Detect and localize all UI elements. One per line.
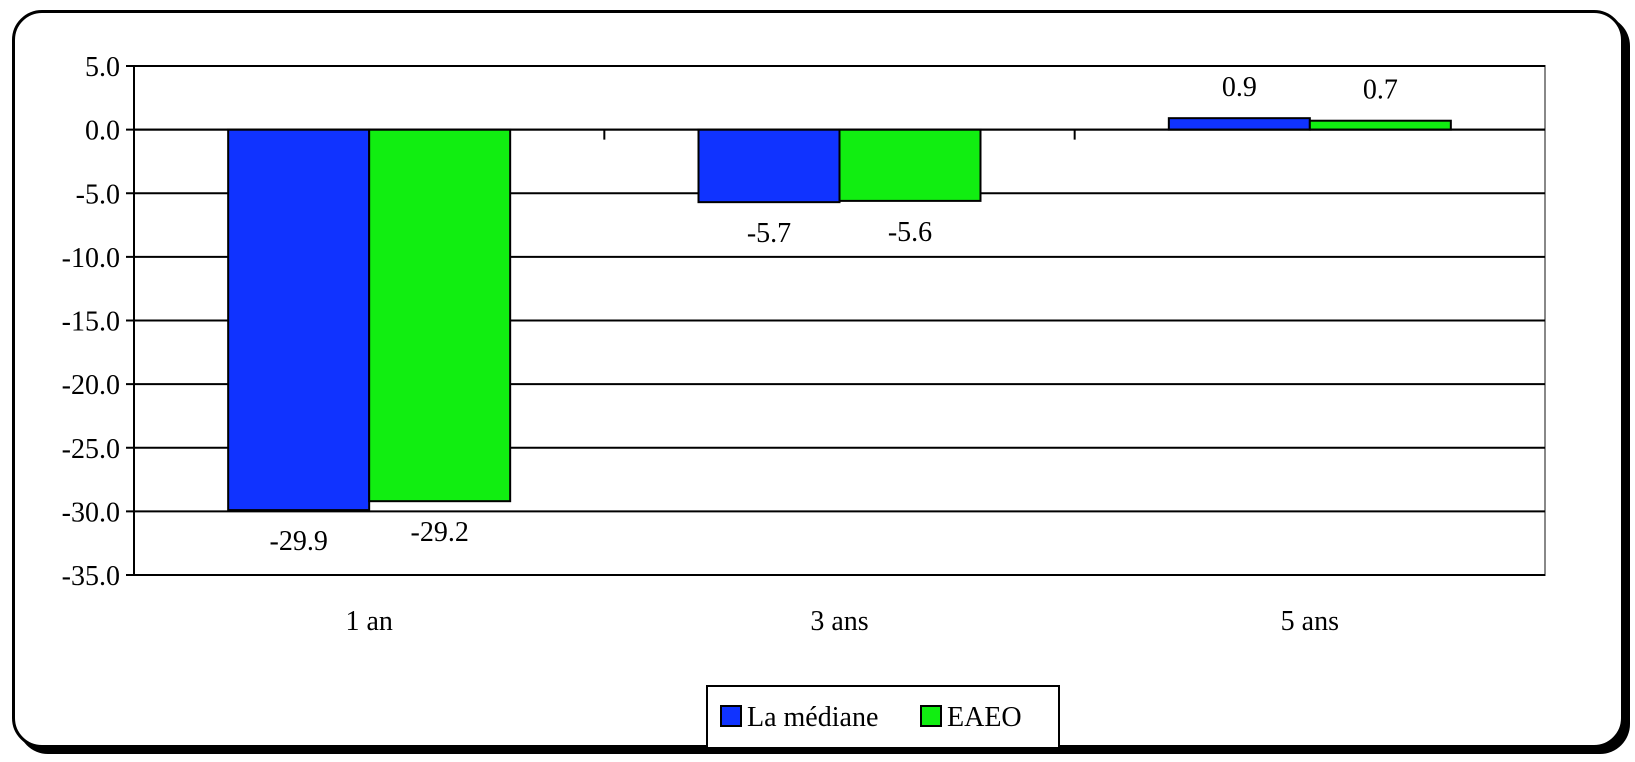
legend-box — [706, 685, 1060, 749]
data-label: -5.6 — [888, 217, 932, 248]
y-tick-label: -15.0 — [62, 307, 120, 338]
data-label: -29.2 — [411, 517, 469, 548]
y-tick-label: -35.0 — [62, 561, 120, 592]
data-label: 0.9 — [1222, 72, 1257, 103]
legend-label-eaeo: EAEO — [947, 702, 1022, 733]
data-label: 0.7 — [1363, 75, 1398, 106]
y-tick-label: -20.0 — [62, 370, 120, 401]
category-label: 3 ans — [810, 606, 868, 637]
y-tick-label: -30.0 — [62, 497, 120, 528]
legend-swatch-eaeo — [920, 705, 942, 727]
y-tick-label: -25.0 — [62, 434, 120, 465]
bars — [227, 117, 1452, 512]
data-label: -5.7 — [747, 218, 791, 249]
legend: La médiane EAEO — [706, 685, 1060, 749]
bar-eaeo — [838, 128, 982, 202]
bar-mediane — [1167, 117, 1311, 131]
y-tick-labels: 5.0 0.0 -5.0 -10.0 -15.0 -20.0 -25.0 -30.0 -35.0 — [62, 52, 120, 592]
category-label: 5 ans — [1281, 606, 1339, 637]
category-labels: 1 an 3 ans 5 ans — [345, 606, 1339, 637]
y-tick-label: 5.0 — [85, 52, 120, 83]
legend-swatch-mediane — [720, 705, 742, 727]
bar-mediane — [697, 128, 841, 204]
legend-label-mediane: La médiane — [747, 702, 878, 733]
category-label: 1 an — [345, 606, 392, 637]
bar-eaeo — [368, 128, 512, 503]
axes — [126, 65, 1545, 576]
y-tick-label: -5.0 — [76, 179, 120, 210]
bar-mediane — [227, 128, 371, 512]
bar-eaeo — [1308, 119, 1452, 131]
data-labels: -29.9 -29.2 -5.7 -5.6 0.9 0.7 — [270, 72, 1398, 557]
y-tick-label: 0.0 — [85, 116, 120, 147]
y-tick-label: -10.0 — [62, 243, 120, 274]
data-label: -29.9 — [270, 526, 328, 557]
